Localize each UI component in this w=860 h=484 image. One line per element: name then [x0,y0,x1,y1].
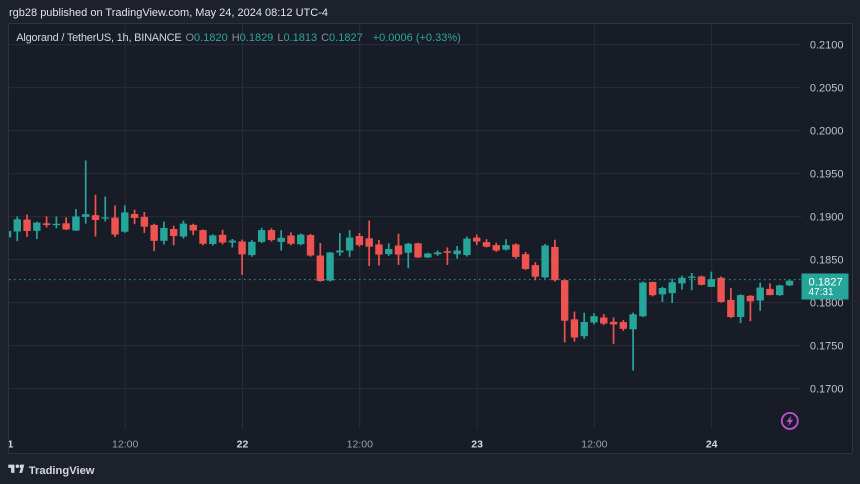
svg-text:0.1700: 0.1700 [810,383,844,395]
svg-text:47:31: 47:31 [809,287,834,298]
svg-text:12:00: 12:00 [581,438,607,450]
svg-text:23: 23 [471,438,483,450]
svg-text:0.2050: 0.2050 [810,82,844,94]
svg-text:0.1800: 0.1800 [810,297,844,309]
svg-text:0.2000: 0.2000 [810,125,844,137]
svg-text:TradingView: TradingView [29,465,95,477]
svg-text:0.2100: 0.2100 [810,39,844,51]
svg-text:21: 21 [9,438,13,450]
svg-text:0.1950: 0.1950 [810,168,844,180]
svg-text:0.1900: 0.1900 [810,211,844,223]
svg-text:12:00: 12:00 [347,438,373,450]
svg-text:12:00: 12:00 [112,438,138,450]
svg-text:24: 24 [706,438,718,450]
svg-text:0.1750: 0.1750 [810,340,844,352]
svg-text:22: 22 [237,438,249,450]
svg-text:0.1827: 0.1827 [809,276,843,288]
svg-text:0.1850: 0.1850 [810,254,844,266]
